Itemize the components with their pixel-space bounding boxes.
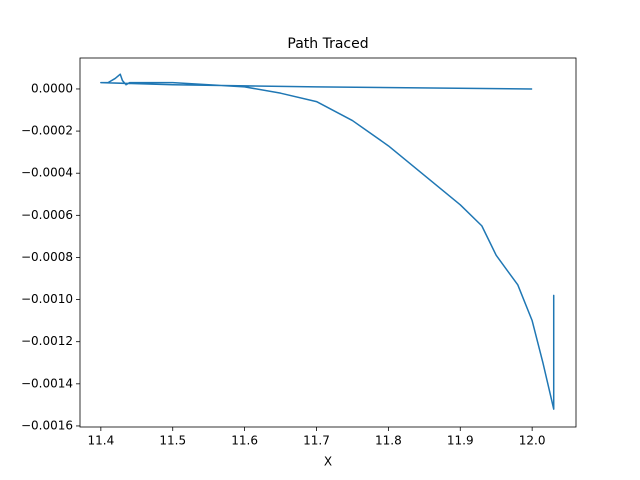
x-tick-label: 12.0	[519, 434, 546, 448]
x-tick-label: 11.5	[159, 434, 186, 448]
y-tick-label: −0.0002	[21, 124, 73, 138]
y-tick-label: −0.0008	[21, 250, 73, 264]
y-tick-label: −0.0006	[21, 208, 73, 222]
x-tick-label: 11.7	[303, 434, 330, 448]
x-axis-label: X	[324, 455, 332, 469]
y-tick-label: −0.0004	[21, 166, 73, 180]
y-tick-label: 0.0000	[31, 81, 73, 95]
x-tick-label: 11.8	[375, 434, 402, 448]
x-tick-label: 11.9	[447, 434, 474, 448]
line	[100, 73, 555, 410]
y-tick-label: −0.0014	[21, 376, 73, 390]
chart-title: Path Traced	[287, 36, 368, 52]
y-tick-label: −0.0016	[21, 418, 73, 432]
plot-frame	[79, 57, 577, 428]
y-tick-label: −0.0012	[21, 334, 73, 348]
x-tick-label: 11.6	[231, 434, 258, 448]
x-tick-label: 11.4	[87, 434, 114, 448]
y-tick-label: −0.0010	[21, 292, 73, 306]
